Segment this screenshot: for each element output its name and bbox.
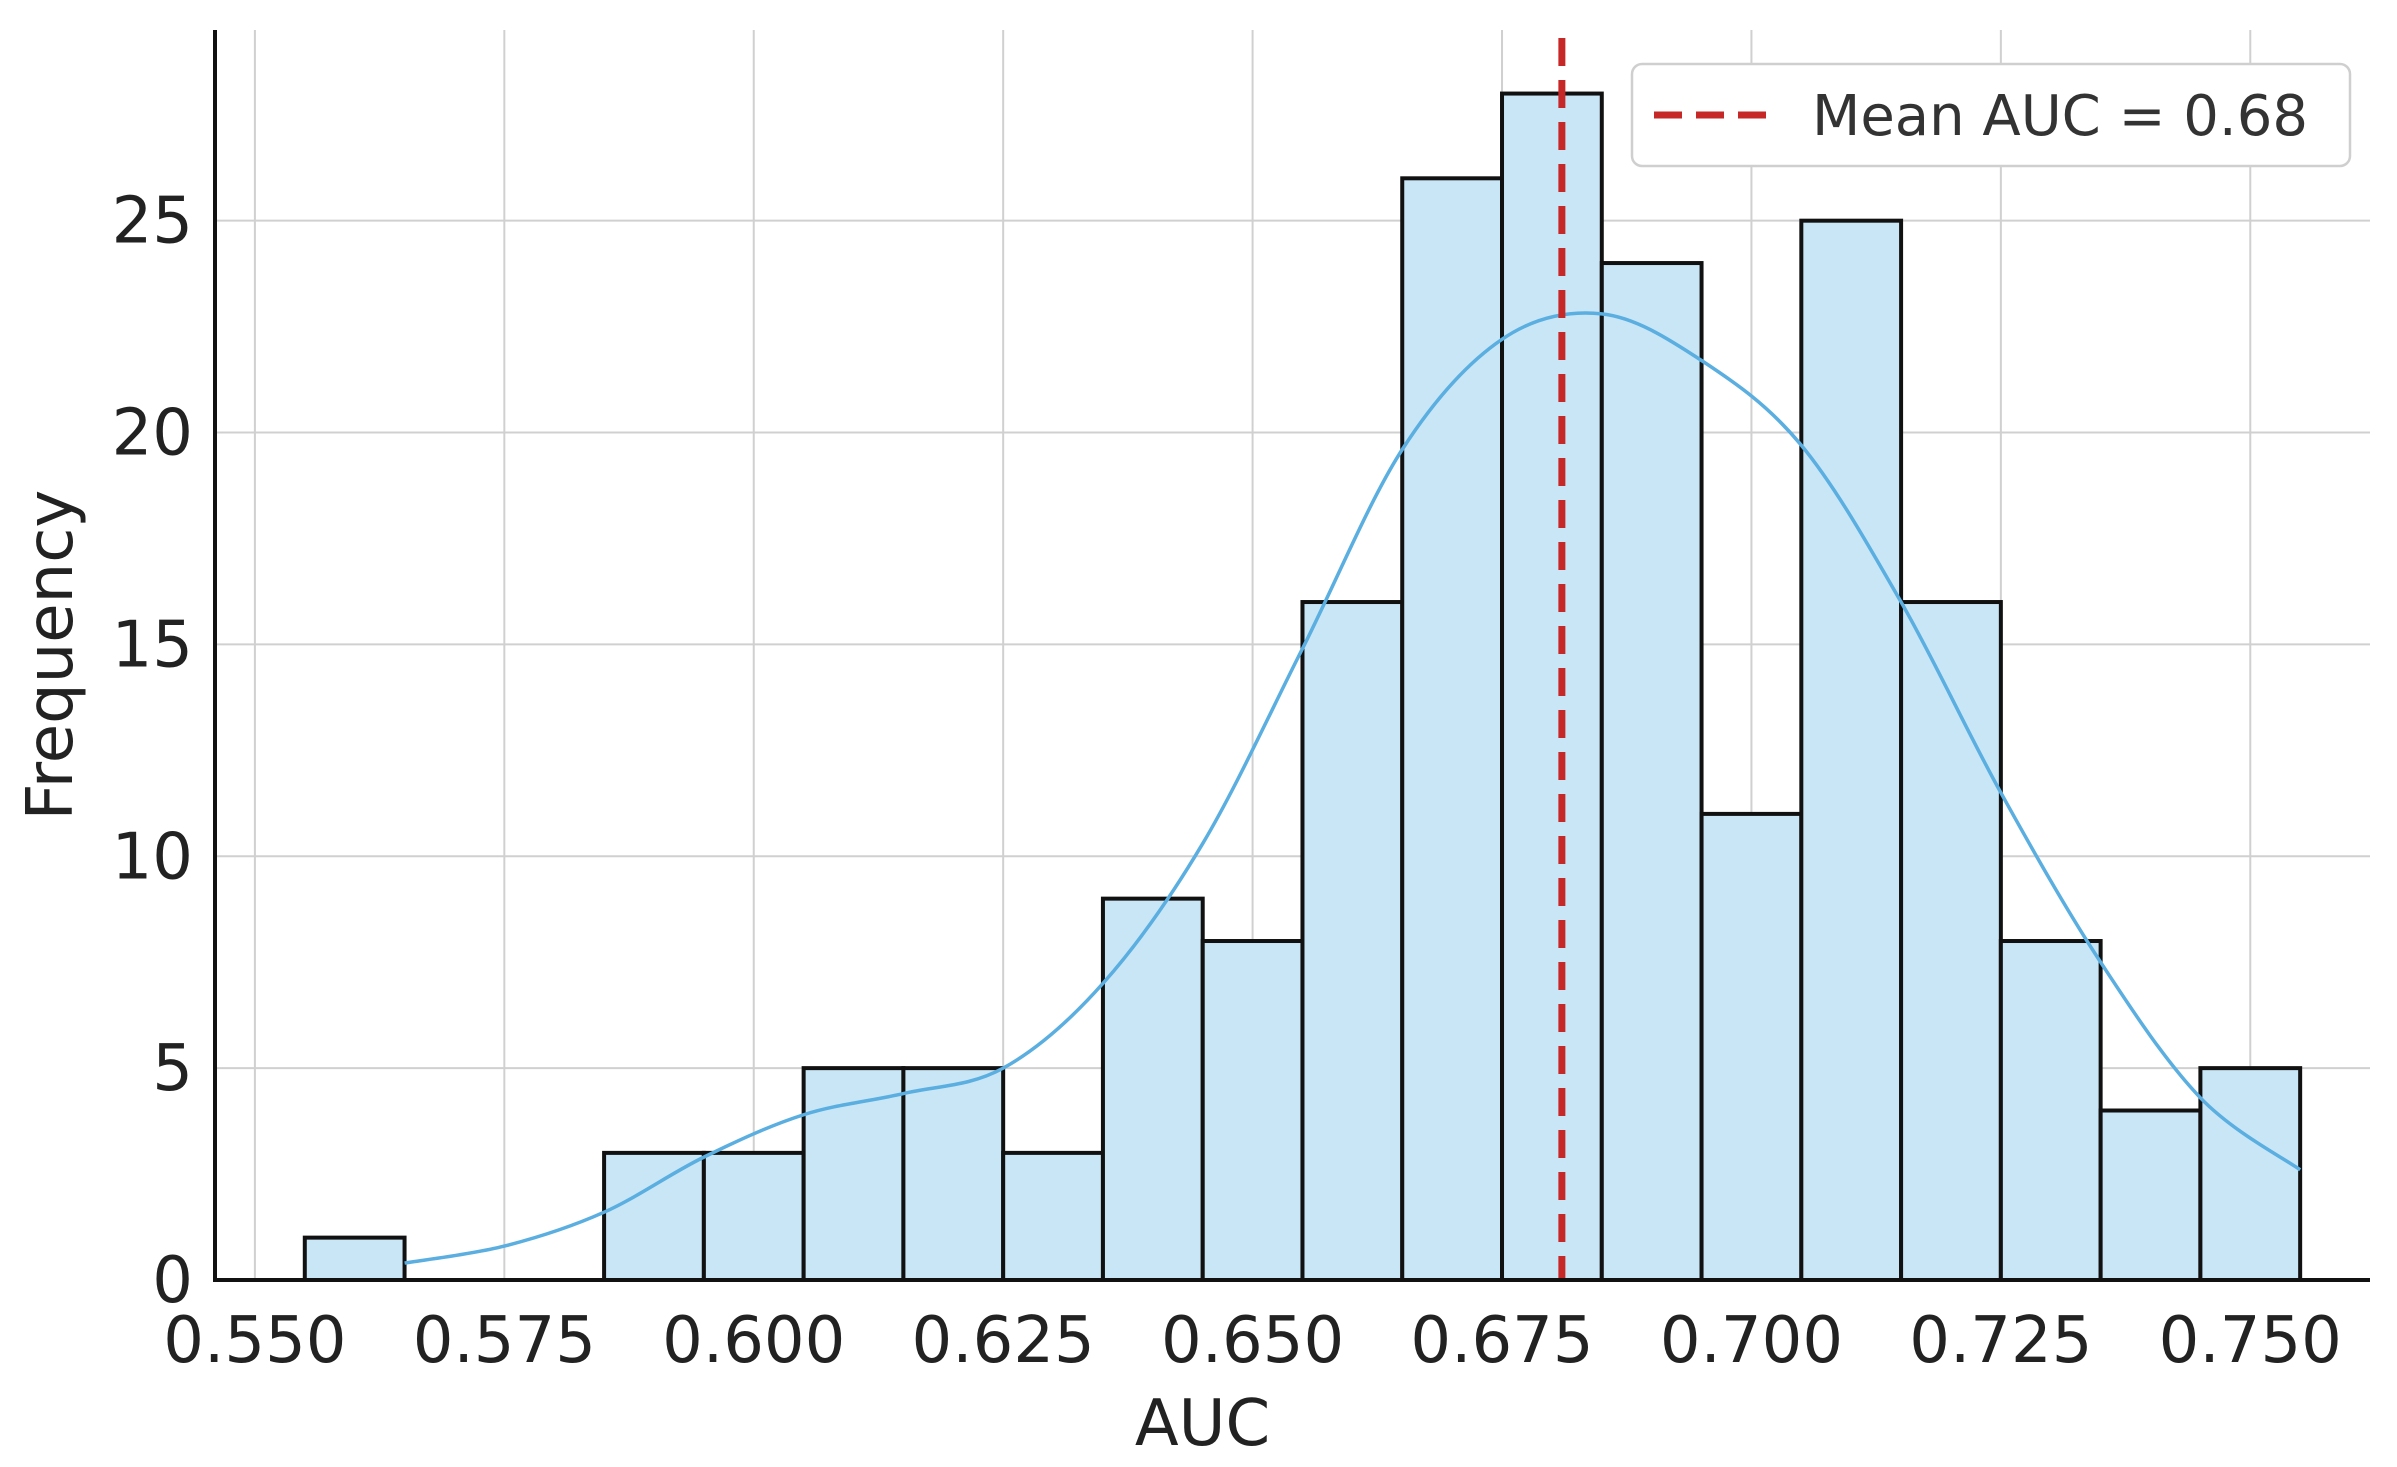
y-tick-label: 20 [112, 397, 193, 471]
x-tick-label: 0.675 [1410, 1304, 1593, 1378]
y-tick-label: 15 [112, 608, 193, 682]
legend-mean-label: Mean AUC = 0.68 [1812, 84, 2308, 149]
histogram-bar [2198, 1066, 2303, 1283]
histogram-bar [801, 1066, 906, 1283]
histogram-bar [701, 1150, 806, 1282]
histogram-bar [1300, 600, 1405, 1282]
x-axis-title: AUC [1135, 1387, 1270, 1461]
histogram-bar [602, 1150, 706, 1282]
kde-curve-group [404, 311, 2302, 1265]
histogram-bar [1001, 1150, 1105, 1282]
y-tick-label: 25 [112, 185, 193, 259]
histogram-bar [901, 1066, 1006, 1283]
x-tick-label: 0.750 [2159, 1304, 2342, 1378]
x-tick-label: 0.650 [1161, 1304, 1344, 1378]
y-tick-label: 5 [152, 1032, 193, 1106]
y-axis-title: Frequency [14, 490, 88, 821]
x-tick-label: 0.600 [662, 1304, 845, 1378]
histogram-bar [1200, 939, 1305, 1283]
histogram-bar [1799, 218, 1904, 1282]
x-tick-label: 0.575 [413, 1304, 596, 1378]
x-tick-label: 0.625 [912, 1304, 1095, 1378]
histogram-bar [1500, 91, 1604, 1282]
x-tick-label: 0.700 [1660, 1304, 1843, 1378]
legend: Mean AUC = 0.68 [1630, 62, 2352, 168]
histogram-bar [1899, 600, 2003, 1282]
histogram-bar [1599, 261, 1704, 1282]
y-tick-label: 0 [152, 1244, 193, 1318]
histogram-bar [302, 1235, 407, 1282]
x-tick-label: 0.725 [1909, 1304, 2092, 1378]
histogram-bar [1100, 896, 1205, 1282]
y-tick-label: 10 [112, 820, 193, 894]
histogram-bar [2098, 1108, 2203, 1282]
axis-titles: AUC Frequency [14, 490, 1270, 1461]
x-tick-label: 0.550 [163, 1304, 346, 1378]
legend-box [1630, 62, 2352, 168]
histogram-bar [1699, 811, 1804, 1282]
histogram-bar [1400, 176, 1505, 1283]
kde-curve [404, 311, 2302, 1265]
axes [213, 30, 2370, 1282]
histogram-bar [1998, 939, 2103, 1283]
tick-labels: 0.550 0.575 0.600 0.625 0.650 0.675 0.700 0.725… [112, 185, 2342, 1378]
